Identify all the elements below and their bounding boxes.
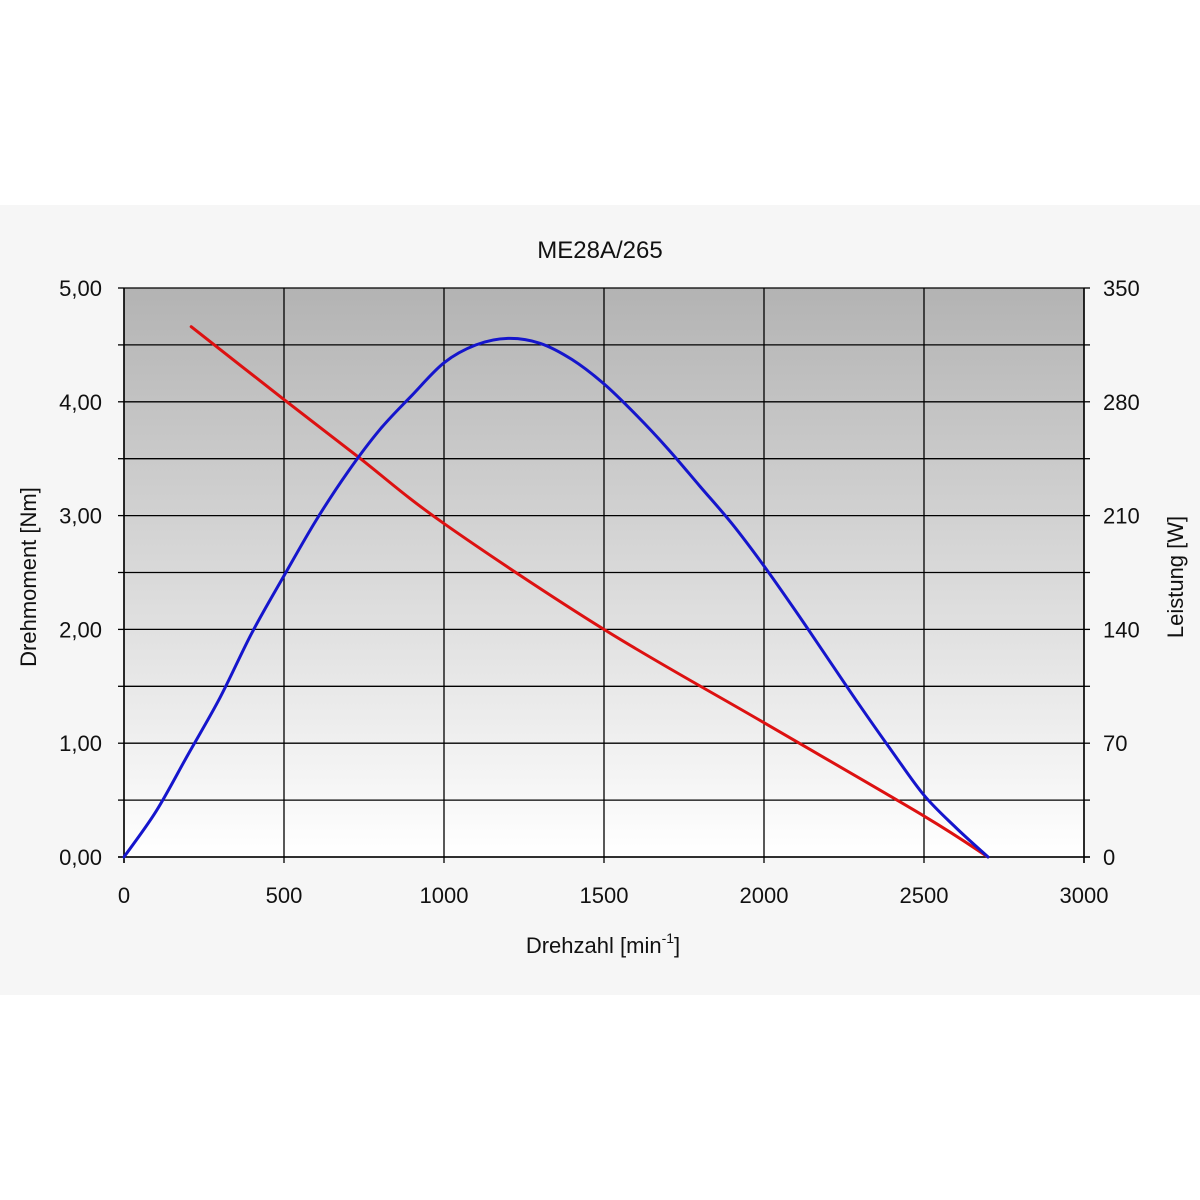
y2-tick-label: 70 [1103,731,1127,756]
x-tick-label: 500 [266,883,303,908]
x-tick-label: 0 [118,883,130,908]
chart-title: ME28A/265 [537,237,662,264]
x-tick-label: 1000 [420,883,469,908]
y2-tick-label: 280 [1103,390,1140,415]
y-tick-label: 3,00 [59,504,102,529]
x-axis-label-end: ] [674,933,680,958]
y2-tick-label: 0 [1103,845,1115,870]
axes [118,287,1090,863]
power-series-line [122,336,990,859]
x-axis-label-superscript: -1 [662,930,675,946]
y-tick-label: 0,00 [59,845,102,870]
tick-labels: 0 500 1000 1500 2000 2500 3000 0,00 1,00 2,00 3,00… [59,276,1140,908]
x-tick-label: 1500 [580,883,629,908]
series [122,325,990,859]
y2-tick-label: 350 [1103,276,1140,301]
y-tick-label: 1,00 [59,731,102,756]
y-tick-label: 2,00 [59,617,102,642]
x-axis-label: Drehzahl [min-1] [526,930,680,958]
y-axis-label: Drehmoment [Nm] [16,487,41,667]
torque-series-line [189,325,990,859]
y-tick-label: 4,00 [59,390,102,415]
x-axis-label-text: Drehzahl [min [526,933,662,958]
y2-tick-label: 140 [1103,617,1140,642]
x-tick-label: 3000 [1060,883,1109,908]
y2-axis-label: Leistung [W] [1163,516,1188,638]
y2-tick-label: 210 [1103,504,1140,529]
y-tick-label: 5,00 [59,276,102,301]
x-tick-label: 2000 [740,883,789,908]
x-tick-label: 2500 [900,883,949,908]
